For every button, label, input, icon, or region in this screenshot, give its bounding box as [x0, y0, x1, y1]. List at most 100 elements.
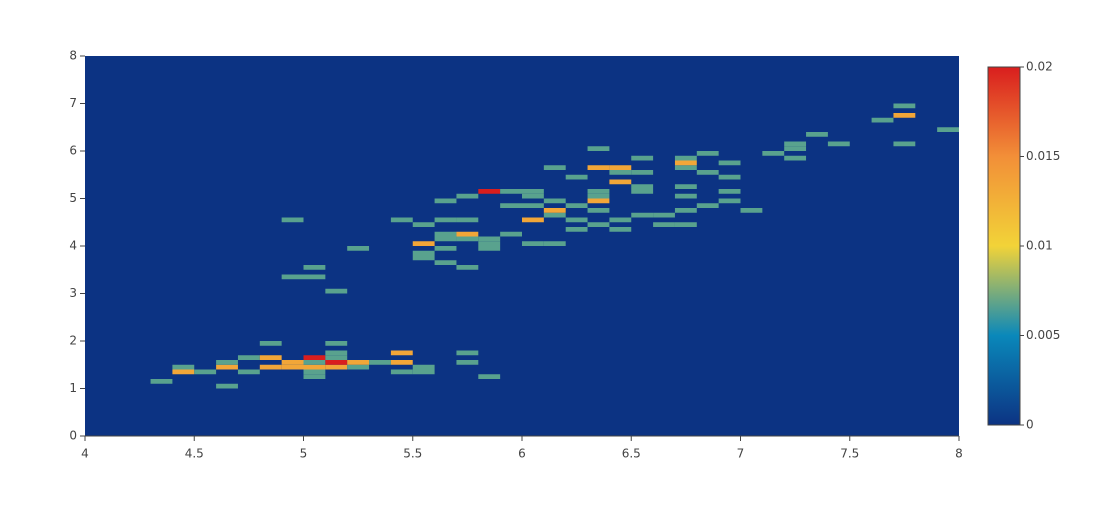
heatmap-cell	[194, 369, 217, 375]
x-tick-label: 5.5	[403, 447, 422, 461]
heatmap-cell	[303, 360, 326, 365]
heatmap-cell	[674, 165, 697, 170]
heatmap-cell	[893, 113, 916, 118]
y-tick-label: 5	[69, 191, 77, 205]
colorbar-tick-label: 0.015	[1026, 149, 1060, 163]
heatmap-cell	[565, 174, 588, 180]
heatmap-cell	[631, 212, 654, 218]
heatmap-cell	[412, 364, 435, 370]
heatmap-cell	[172, 364, 195, 370]
heatmap-cell	[303, 369, 326, 375]
heatmap-cell	[674, 184, 697, 189]
heatmap-cell	[456, 265, 479, 270]
heatmap-cell	[893, 141, 916, 147]
heatmap-cell	[259, 364, 282, 370]
heatmap-cell	[522, 241, 544, 246]
heatmap-cell	[281, 360, 304, 365]
heatmap-cell	[456, 350, 479, 356]
heatmap-cell	[303, 355, 326, 360]
heatmap-cell	[456, 236, 479, 242]
heatmap-cell	[303, 374, 326, 379]
heatmap-cell	[543, 212, 566, 218]
heatmap-cell	[893, 103, 916, 109]
heatmap-cell	[587, 198, 610, 204]
heatmap-cell	[609, 165, 632, 170]
x-tick-label: 5	[300, 447, 308, 461]
heatmap-cell	[784, 155, 807, 161]
colorbar	[987, 66, 1021, 426]
heatmap-cell	[631, 184, 654, 189]
heatmap-cell	[434, 231, 457, 237]
heatmap-cell	[434, 217, 457, 223]
colorbar-tick-label: 0.005	[1026, 328, 1060, 342]
x-tick-label: 4	[81, 447, 89, 461]
x-tick-label: 7	[737, 447, 745, 461]
heatmap-cell	[325, 350, 348, 356]
heatmap-cell	[172, 369, 195, 375]
heatmap-cell	[412, 222, 435, 227]
heatmap-cell	[522, 217, 544, 223]
heatmap-cell	[216, 360, 238, 365]
heatmap-cell	[259, 355, 282, 360]
heatmap-cell	[784, 141, 807, 147]
heatmap-cell	[325, 288, 348, 294]
heatmap-cell	[500, 231, 522, 237]
heatmap-cell	[631, 189, 654, 194]
heatmap-cell	[478, 189, 501, 194]
heatmap-cell	[434, 246, 457, 251]
heatmap-cell	[718, 198, 741, 204]
heatmap-cell	[150, 379, 173, 384]
heatmap-cell	[325, 341, 348, 346]
heatmap-cell	[631, 170, 654, 175]
heatmap-cell	[478, 236, 501, 242]
y-tick-label: 4	[69, 239, 77, 253]
heatmap-cell	[674, 160, 697, 166]
heatmap-cell	[543, 198, 566, 204]
heatmap-cell	[390, 369, 413, 375]
heatmap-cell	[609, 170, 632, 175]
heatmap-cell	[412, 369, 435, 375]
y-tick-label: 8	[69, 49, 77, 63]
heatmap-cell	[653, 212, 675, 218]
heatmap-cell	[718, 160, 741, 166]
heatmap-cell	[587, 193, 610, 199]
colorbar-tick-label: 0	[1026, 418, 1034, 432]
heatmap-cell	[937, 127, 959, 132]
heatmap-cell	[434, 260, 457, 265]
heatmap-cell	[587, 208, 610, 213]
heatmap-cell	[216, 383, 238, 389]
x-tick-label: 7.5	[840, 447, 859, 461]
heatmap-cell	[653, 222, 675, 227]
heatmap-cell	[325, 355, 348, 360]
x-tick-label: 8	[955, 447, 963, 461]
heatmap-cell	[631, 155, 654, 161]
heatmap-cell	[478, 241, 501, 246]
heatmap-cell	[390, 350, 413, 356]
heatmap-cell	[500, 189, 522, 194]
y-tick-label: 1	[69, 381, 77, 395]
heatmap-cell	[674, 193, 697, 199]
heatmap-cell	[740, 208, 763, 213]
heatmap-cell	[543, 241, 566, 246]
colorbar-tick-label: 0.01	[1026, 239, 1053, 253]
heatmap-cell	[216, 364, 238, 370]
heatmap-cell	[325, 364, 348, 370]
heatmap-cell	[347, 364, 370, 370]
heatmap-cell	[871, 117, 894, 123]
heatmap-cell	[347, 246, 370, 251]
heatmap-cell	[565, 203, 588, 208]
heatmap-cell	[500, 203, 522, 208]
heatmap-cell	[587, 165, 610, 170]
heatmap-cell	[281, 217, 304, 223]
heatmap-cell	[259, 341, 282, 346]
heatmap-cell	[609, 179, 632, 185]
heatmap-cell	[806, 132, 828, 137]
heatmap-cell	[303, 274, 326, 280]
heatmap-cell	[762, 151, 785, 156]
heatmap-cell	[827, 141, 850, 147]
heatmap-cell	[237, 355, 260, 360]
heatmap-cell	[696, 170, 719, 175]
y-tick-label: 6	[69, 144, 77, 158]
heatmap-cell	[587, 189, 610, 194]
